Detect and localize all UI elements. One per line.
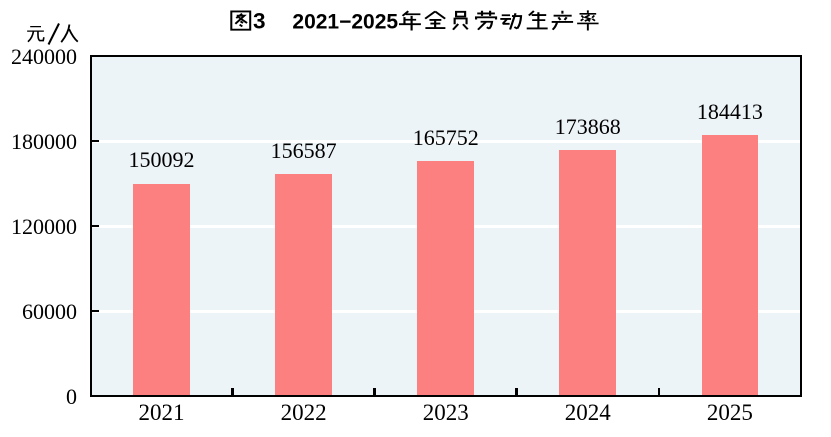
- svg-text:3: 3: [253, 9, 266, 34]
- svg-text:2021−2025: 2021−2025: [292, 11, 398, 34]
